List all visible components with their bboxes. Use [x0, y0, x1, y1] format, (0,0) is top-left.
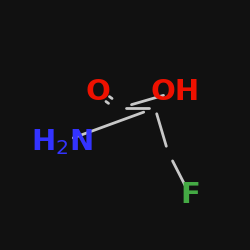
Text: F: F [180, 181, 200, 209]
Text: H$_2$N: H$_2$N [31, 127, 93, 157]
Text: OH: OH [150, 78, 200, 106]
Text: O: O [86, 78, 110, 106]
